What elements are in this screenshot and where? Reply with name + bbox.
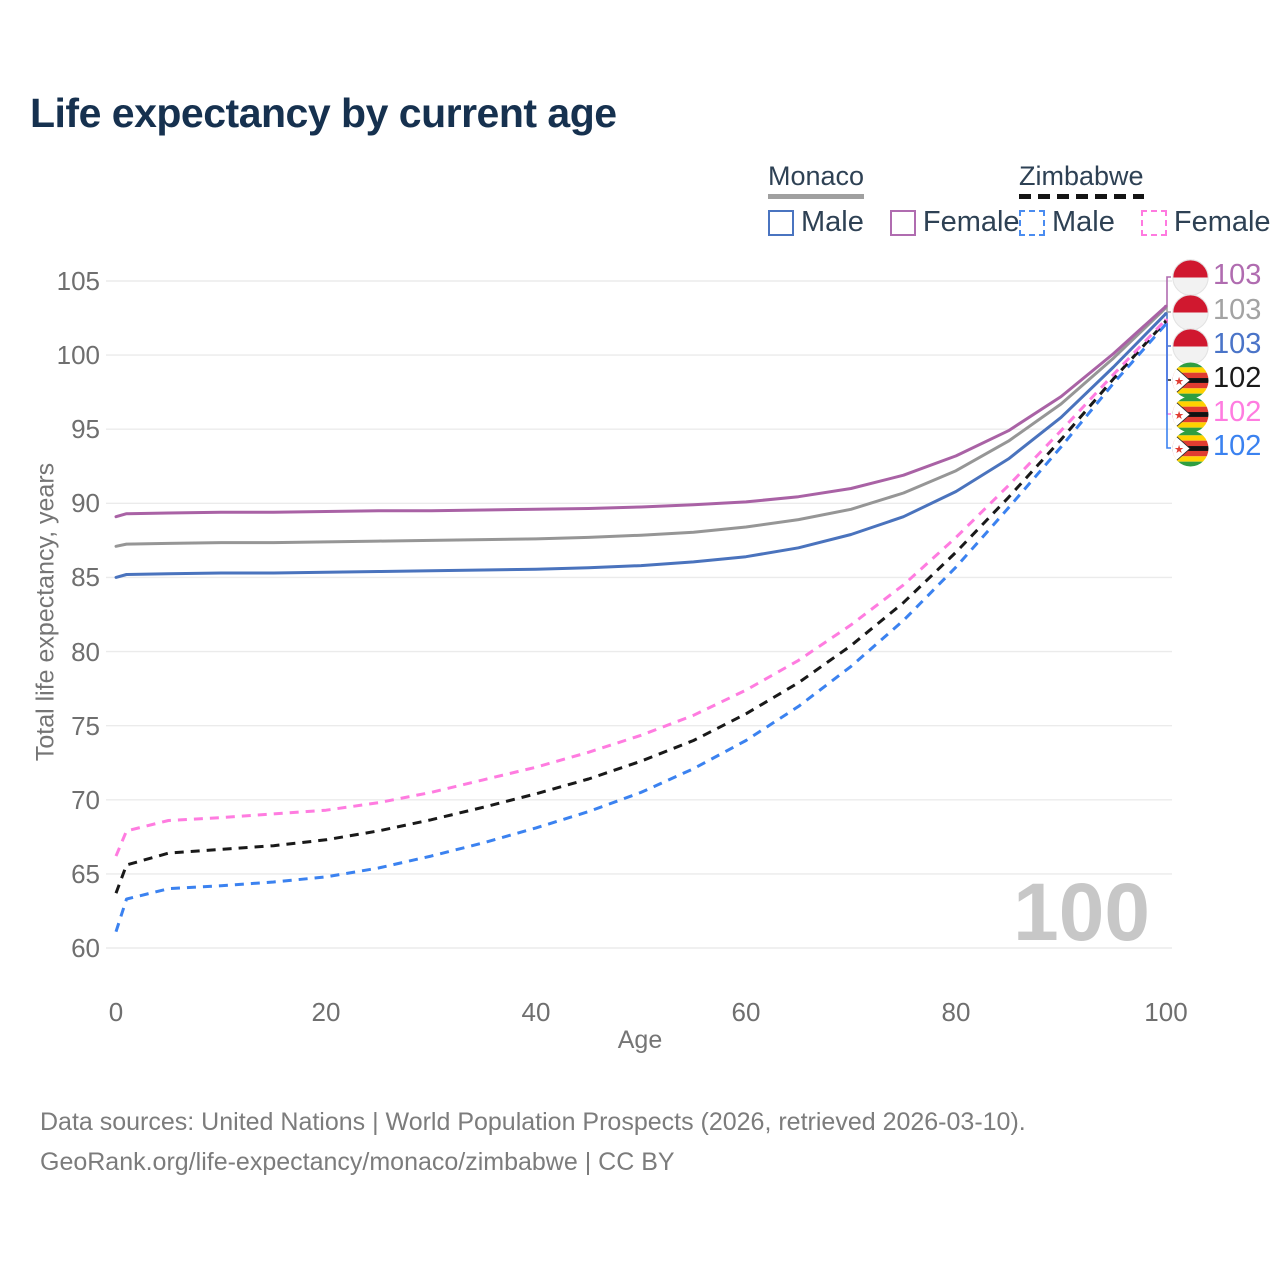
- x-tick-label: 100: [1144, 997, 1188, 1027]
- zimbabwe-flag-icon: ★: [1172, 362, 1209, 398]
- monaco-flag-icon: [1172, 293, 1209, 331]
- end-label-value-zimbabwe-female[interactable]: 102: [1213, 396, 1262, 428]
- y-tick-label: 90: [71, 488, 100, 519]
- end-label-flag: [1172, 258, 1209, 296]
- legend-item-label: Male: [801, 206, 864, 239]
- series-lines: [114, 304, 1168, 933]
- end-label-flag: ★: [1172, 396, 1209, 433]
- legend-item-label: Female: [922, 206, 1020, 239]
- end-label-value-zimbabwe-all[interactable]: 102: [1213, 362, 1262, 394]
- monaco-flag-icon: [1172, 327, 1209, 365]
- x-tick-label: 20: [311, 997, 341, 1027]
- y-tick-label: 95: [71, 414, 100, 445]
- y-tick-label: 85: [71, 562, 100, 593]
- legend-item-label: Female: [1173, 206, 1271, 239]
- page-title: Life expectancy by current age: [30, 90, 617, 136]
- x-tick-label: 40: [521, 997, 551, 1027]
- series-line-zimbabwe-female[interactable]: [114, 318, 1168, 857]
- legend-country-zimbabwe[interactable]: Zimbabwe: [1019, 161, 1144, 200]
- legend-country-zimbabwe-label: Zimbabwe: [1019, 161, 1144, 191]
- y-tick-label: 75: [71, 710, 100, 741]
- end-label-flag: ★: [1172, 362, 1209, 399]
- end-label-connectors: [1164, 276, 1171, 449]
- legend-item-label: Male: [1052, 206, 1115, 239]
- attribution-text: GeoRank.org/life-expectancy/monaco/zimba…: [40, 1148, 675, 1176]
- monaco-male-swatch-icon: [768, 209, 794, 236]
- svg-text:★: ★: [1174, 375, 1184, 388]
- series-line-monaco-all[interactable]: [114, 306, 1168, 548]
- gridlines: [106, 280, 1172, 949]
- legend-item-zimbabwe-male[interactable]: Male: [1019, 206, 1115, 239]
- y-tick-label: 70: [71, 784, 100, 815]
- end-label-flag: [1172, 293, 1209, 331]
- end-label-value-monaco-female[interactable]: 103: [1213, 259, 1262, 291]
- end-label-flag: [1172, 327, 1209, 365]
- data-sources-text: Data sources: United Nations | World Pop…: [40, 1108, 1026, 1136]
- x-axis-title: Age: [617, 1026, 663, 1054]
- zimbabwe-flag-icon: ★: [1172, 430, 1209, 466]
- monaco-flag-icon: [1172, 258, 1209, 296]
- series-line-monaco-male[interactable]: [114, 312, 1168, 579]
- series-line-zimbabwe-all[interactable]: [114, 319, 1168, 894]
- hover-age-watermark: 100: [1013, 867, 1150, 958]
- zimbabwe-male-swatch-icon: [1019, 209, 1045, 236]
- monaco-female-swatch-icon: [889, 209, 916, 236]
- series-line-monaco-female[interactable]: [114, 304, 1168, 519]
- y-tick-label: 105: [56, 266, 100, 296]
- legend-country-monaco-label: Monaco: [768, 161, 865, 191]
- zimbabwe-flag-icon: ★: [1172, 396, 1209, 432]
- legend-item-monaco-male[interactable]: Male: [768, 206, 864, 239]
- legend-item-zimbabwe-female[interactable]: Female: [1140, 206, 1271, 239]
- legend-country-monaco[interactable]: Monaco: [768, 161, 865, 200]
- zimbabwe-female-swatch-icon: [1140, 209, 1167, 236]
- x-tick-label: 80: [941, 997, 971, 1027]
- series-line-zimbabwe-male[interactable]: [114, 323, 1168, 933]
- x-tick-label: 60: [731, 997, 761, 1027]
- svg-text:★: ★: [1174, 409, 1184, 422]
- zimbabwe-line-style-swatch: [1019, 194, 1144, 200]
- y-tick-label: 100: [56, 340, 100, 371]
- x-tick-label: 0: [108, 997, 124, 1027]
- monaco-line-style-swatch: [768, 194, 865, 200]
- y-tick-label: 65: [71, 858, 100, 889]
- legend-group-zimbabwe: Zimbabwe Male Female: [1019, 162, 1271, 239]
- y-tick-label: 80: [71, 636, 100, 667]
- end-label-flag: ★: [1172, 430, 1209, 467]
- y-tick-label: 60: [71, 933, 100, 963]
- legend-item-monaco-female[interactable]: Female: [889, 206, 1020, 239]
- legend-group-monaco: Monaco Male Female: [768, 162, 1020, 239]
- end-label-value-monaco-male[interactable]: 103: [1213, 328, 1262, 360]
- svg-text:★: ★: [1174, 443, 1184, 456]
- end-label-value-monaco-all[interactable]: 103: [1213, 294, 1262, 326]
- end-label-value-zimbabwe-male[interactable]: 102: [1213, 430, 1262, 462]
